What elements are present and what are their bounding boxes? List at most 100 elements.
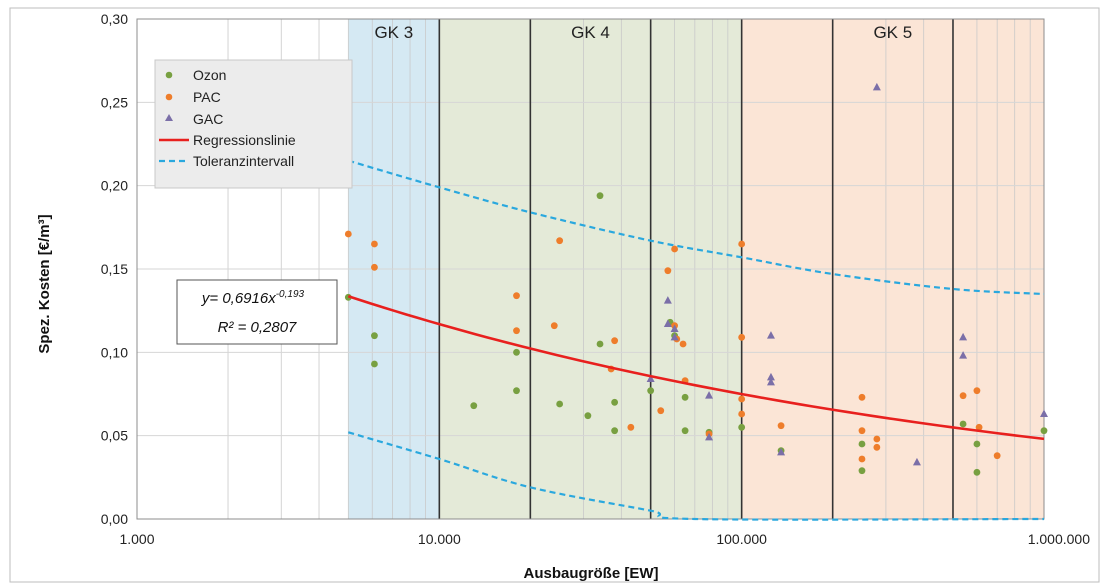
point-ozon <box>1040 427 1048 435</box>
legend-label-regression: Regressionslinie <box>193 132 296 148</box>
legend-label-pac: PAC <box>193 89 221 105</box>
point-ozon <box>513 348 520 356</box>
point-pac <box>611 337 619 345</box>
point-gac <box>766 331 775 339</box>
point-pac <box>738 333 746 341</box>
x-tick-labels: 1.000 10.000 100.000 1.000.000 <box>119 531 1090 547</box>
point-ozon <box>681 393 689 401</box>
data-points <box>344 82 1048 476</box>
point-pac <box>550 322 558 330</box>
x-tick-label: 1.000 <box>119 531 154 547</box>
point-pac <box>371 240 378 248</box>
legend-marker-pac <box>165 93 173 101</box>
point-gac <box>766 377 775 386</box>
point-gac <box>912 457 921 466</box>
legend-label-gac: GAC <box>193 111 223 127</box>
point-gac <box>670 324 679 332</box>
point-pac <box>777 422 785 430</box>
point-pac <box>993 452 1001 460</box>
point-ozon <box>858 440 866 448</box>
point-gac <box>766 372 775 381</box>
plot-border <box>136 18 1045 520</box>
point-ozon <box>973 440 981 448</box>
y-tick-label: 0,20 <box>101 178 128 194</box>
point-pac <box>371 263 378 271</box>
point-pac <box>513 327 520 335</box>
point-gac <box>959 332 968 341</box>
y-axis-title: Spez. Kosten [€/m³] <box>36 214 53 353</box>
point-pac <box>975 423 983 431</box>
point-pac <box>556 237 564 245</box>
x-axis-title: Ausbaugröße [EW] <box>524 565 659 582</box>
y-tick-labels: 0,00 0,05 0,10 0,15 0,20 0,25 0,30 <box>101 11 128 527</box>
point-gac <box>663 319 672 327</box>
regression-equation-box: y= 0,6916x-0,193 R² = 0,2807 <box>176 279 338 345</box>
legend-label-ozon: Ozon <box>193 67 226 83</box>
point-pac <box>873 435 881 443</box>
point-gac <box>705 391 714 399</box>
point-ozon <box>647 387 655 395</box>
point-ozon <box>858 467 866 475</box>
point-gac <box>872 82 881 91</box>
point-pac <box>858 455 866 463</box>
point-ozon <box>470 402 478 410</box>
point-pac <box>657 407 665 415</box>
point-pac <box>858 393 866 401</box>
band-labels: GK 3 GK 4 GK 5 <box>374 23 912 42</box>
point-ozon <box>584 412 592 420</box>
legend-box <box>154 59 353 189</box>
x-tick-label: 100.000 <box>716 531 767 547</box>
band-label-gk-3: GK 3 <box>374 23 413 42</box>
point-pac <box>513 292 520 300</box>
point-pac <box>671 245 678 253</box>
point-pac <box>344 230 352 238</box>
point-ozon <box>371 332 378 340</box>
point-ozon <box>611 398 619 406</box>
regression-line-group <box>347 295 1045 441</box>
point-pac <box>973 387 981 395</box>
point-ozon <box>371 360 378 368</box>
point-ozon <box>596 340 604 348</box>
regression-equation: y= 0,6916x-0,193 <box>201 289 305 307</box>
y-tick-label: 0,25 <box>101 94 128 110</box>
point-gac <box>663 296 672 304</box>
y-tick-label: 0,10 <box>101 344 128 360</box>
point-gac <box>646 374 655 382</box>
point-ozon <box>611 427 619 435</box>
point-pac <box>738 395 746 403</box>
y-tick-label: 0,30 <box>101 11 128 27</box>
point-gac <box>959 351 968 359</box>
point-pac <box>873 443 881 451</box>
point-ozon <box>556 400 564 408</box>
equation-frame <box>176 279 338 345</box>
point-pac <box>738 410 746 418</box>
point-ozon <box>681 427 689 435</box>
legend: Ozon PAC GAC Regressionslinie Toleranzin… <box>154 59 353 189</box>
band-label-gk-5: GK 5 <box>873 23 912 42</box>
y-tick-label: 0,00 <box>101 511 128 527</box>
point-ozon <box>738 423 746 431</box>
band-label-gk-4: GK 4 <box>571 23 610 42</box>
point-ozon <box>959 420 967 428</box>
point-pac <box>664 267 672 275</box>
tolerance-upper-line <box>348 159 1045 296</box>
x-tick-label: 10.000 <box>418 531 461 547</box>
plot-area-border <box>136 18 1045 520</box>
regression-line <box>347 295 1045 441</box>
point-ozon <box>596 192 604 200</box>
tolerance-lower-line <box>348 431 1045 521</box>
y-tick-label: 0,15 <box>101 261 128 277</box>
legend-marker-gac <box>165 114 173 121</box>
point-pac <box>679 340 687 348</box>
point-ozon <box>513 387 520 395</box>
r-squared-label: R² = 0,2807 <box>218 319 297 336</box>
point-gac <box>670 332 679 341</box>
point-gac <box>1040 409 1048 417</box>
point-gac <box>705 432 714 441</box>
point-pac <box>858 427 866 435</box>
point-gac <box>777 447 786 456</box>
x-tick-label: 1.000.000 <box>1028 531 1090 547</box>
point-pac <box>959 392 967 400</box>
point-ozon <box>973 468 981 476</box>
